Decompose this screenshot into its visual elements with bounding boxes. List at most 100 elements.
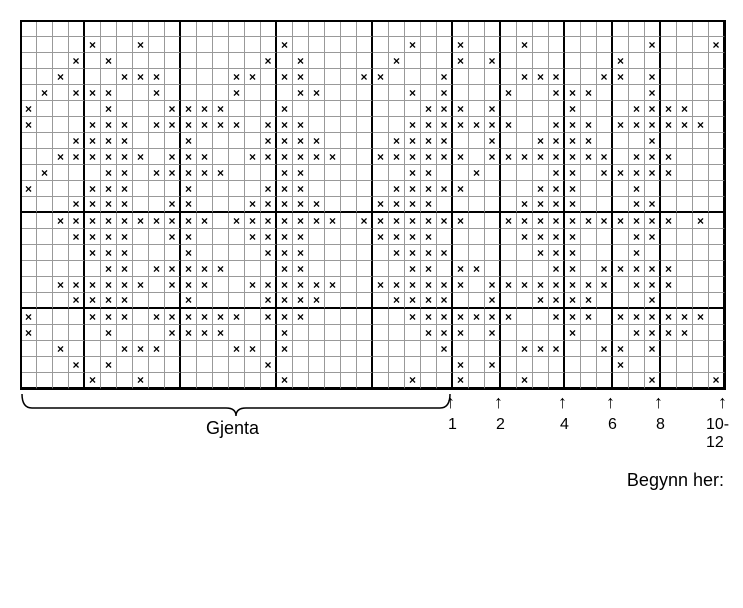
grid-cell: ×: [549, 85, 565, 101]
grid-cell: [85, 53, 101, 69]
grid-cell: [101, 37, 117, 53]
grid-cell: [133, 133, 149, 149]
grid-cell: ×: [565, 133, 581, 149]
grid-cell: ×: [405, 117, 421, 133]
grid-cell: ×: [309, 133, 325, 149]
grid-cell: ×: [245, 213, 261, 229]
grid-cell: [165, 341, 181, 357]
grid-cell: ×: [533, 293, 549, 309]
grid-cell: ×: [613, 309, 629, 325]
grid-cell: [709, 117, 725, 133]
grid-cell: ×: [101, 117, 117, 133]
grid-cell: ×: [277, 133, 293, 149]
grid-cell: [469, 149, 485, 165]
grid-cell: ×: [277, 277, 293, 293]
grid-cell: [325, 21, 341, 37]
grid-cell: ×: [117, 165, 133, 181]
grid-cell: [37, 181, 53, 197]
grid-cell: ×: [69, 229, 85, 245]
grid-cell: [37, 357, 53, 373]
grid-cell: [565, 357, 581, 373]
grid-cell: [229, 53, 245, 69]
grid-cell: [37, 245, 53, 261]
grid-cell: [53, 357, 69, 373]
grid-cell: ×: [453, 149, 469, 165]
grid-cell: [21, 277, 37, 293]
grid-cell: [245, 261, 261, 277]
grid-cell: ×: [293, 85, 309, 101]
grid-cell: [53, 197, 69, 213]
grid-cell: ×: [293, 53, 309, 69]
grid-cell: ×: [357, 213, 373, 229]
grid-cell: ×: [613, 117, 629, 133]
grid-cell: [85, 261, 101, 277]
grid-cell: [133, 181, 149, 197]
grid-cell: [197, 69, 213, 85]
grid-cell: ×: [197, 325, 213, 341]
grid-cell: ×: [277, 101, 293, 117]
grid-cell: ×: [181, 149, 197, 165]
grid-cell: [581, 373, 597, 389]
grid-cell: ×: [485, 53, 501, 69]
grid-cell: [277, 21, 293, 37]
grid-cell: ×: [677, 325, 693, 341]
grid-cell: ×: [645, 293, 661, 309]
grid-cell: [405, 69, 421, 85]
grid-cell: [133, 21, 149, 37]
grid-cell: [581, 261, 597, 277]
grid-cell: [453, 69, 469, 85]
grid-cell: [341, 197, 357, 213]
grid-cell: ×: [293, 133, 309, 149]
grid-cell: ×: [165, 261, 181, 277]
grid-cell: [677, 149, 693, 165]
grid-cell: ×: [213, 261, 229, 277]
grid-cell: [501, 341, 517, 357]
grid-cell: [469, 69, 485, 85]
grid-cell: ×: [453, 277, 469, 293]
grid-cell: ×: [437, 85, 453, 101]
grid-cell: ×: [53, 69, 69, 85]
grid-cell: [421, 357, 437, 373]
grid-cell: ×: [581, 213, 597, 229]
grid-cell: [709, 213, 725, 229]
grid-cell: [485, 229, 501, 245]
grid-cell: [325, 293, 341, 309]
grid-cell: ×: [181, 293, 197, 309]
grid-cell: [501, 229, 517, 245]
grid-cell: ×: [117, 261, 133, 277]
grid-cell: ×: [149, 85, 165, 101]
grid-cell: ×: [533, 181, 549, 197]
grid-cell: [549, 357, 565, 373]
grid-cell: [341, 21, 357, 37]
grid-cell: ×: [405, 213, 421, 229]
grid-cell: [181, 37, 197, 53]
grid-cell: [149, 229, 165, 245]
grid-cell: ×: [549, 229, 565, 245]
grid-cell: ×: [181, 133, 197, 149]
grid-cell: [709, 21, 725, 37]
grid-cell: [613, 133, 629, 149]
grid-cell: [709, 149, 725, 165]
grid-cell: [373, 341, 389, 357]
grid-cell: ×: [565, 293, 581, 309]
grid-cell: [197, 229, 213, 245]
grid-cell: ×: [613, 69, 629, 85]
grid-cell: [341, 341, 357, 357]
grid-cell: ×: [293, 261, 309, 277]
grid-cell: ×: [21, 101, 37, 117]
grid-cell: ×: [101, 197, 117, 213]
grid-cell: [309, 325, 325, 341]
grid-cell: ×: [437, 69, 453, 85]
grid-cell: ×: [197, 261, 213, 277]
grid-cell: ×: [85, 181, 101, 197]
grid-cell: [69, 325, 85, 341]
grid-cell: [325, 197, 341, 213]
grid-cell: ×: [149, 69, 165, 85]
grid-cell: [341, 53, 357, 69]
grid-cell: ×: [597, 261, 613, 277]
grid-cell: ×: [645, 197, 661, 213]
grid-cell: ×: [565, 261, 581, 277]
grid-cell: ×: [69, 133, 85, 149]
grid-cell: ×: [277, 229, 293, 245]
grid-cell: ×: [661, 117, 677, 133]
